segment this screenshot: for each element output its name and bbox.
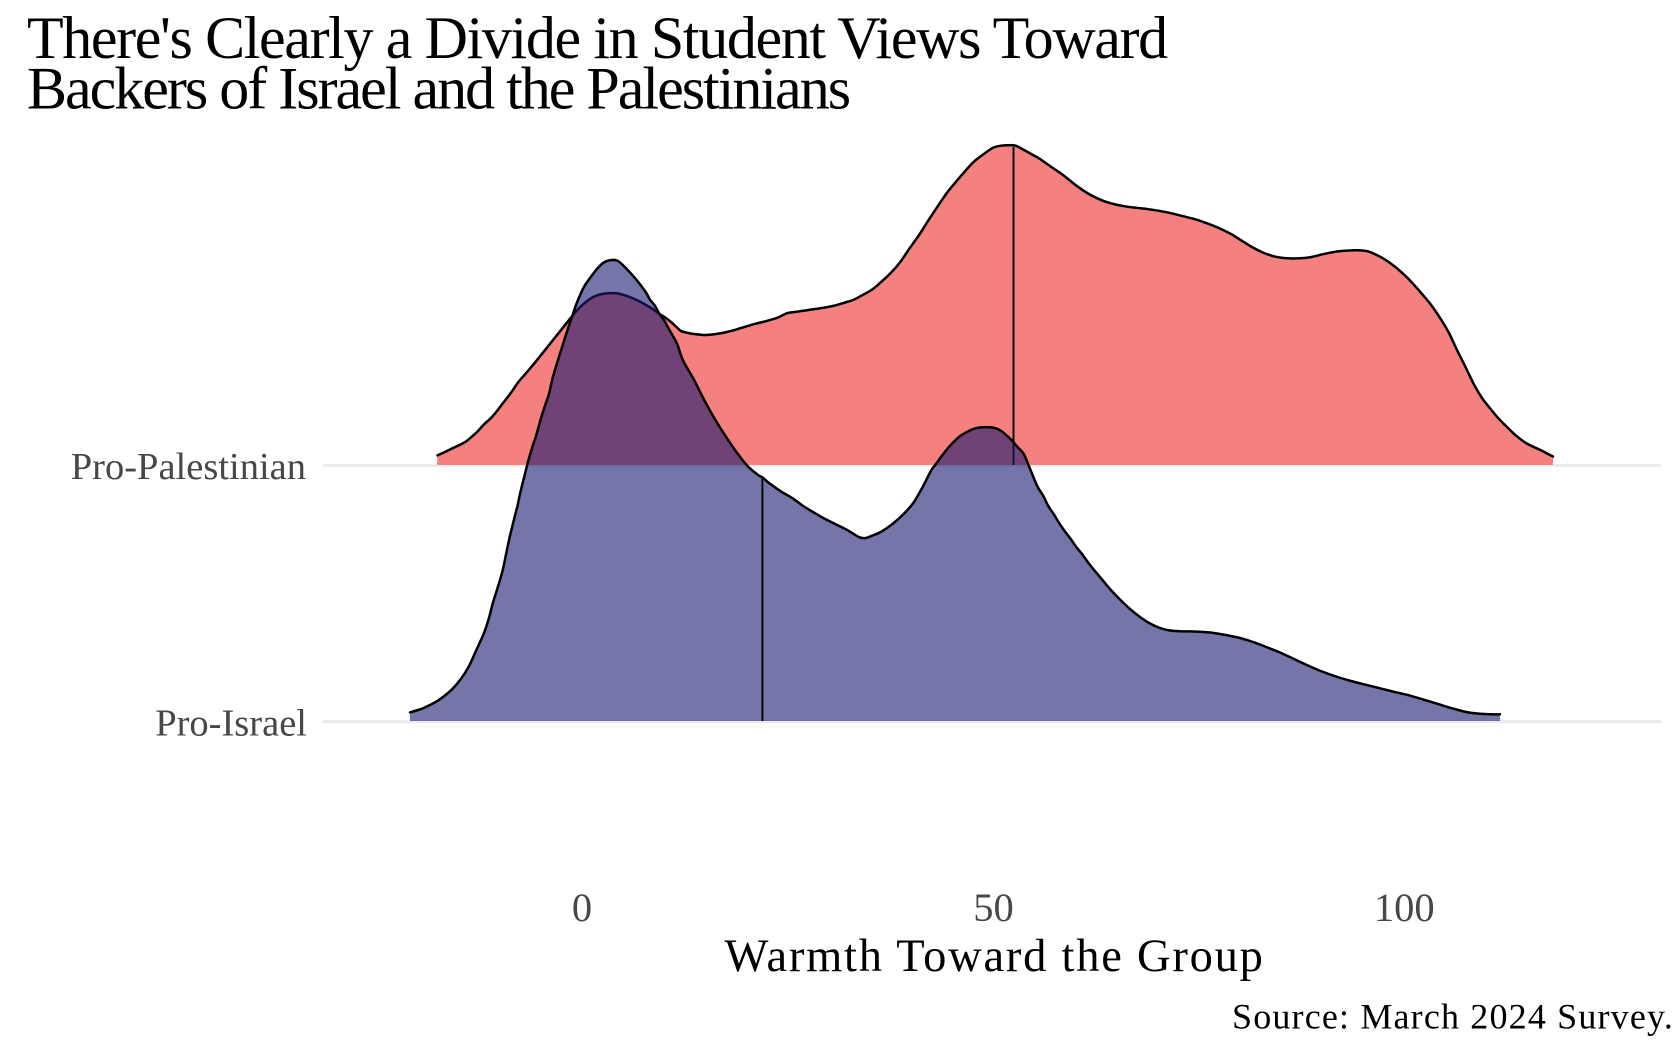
svg-text:100: 100 xyxy=(1374,885,1435,930)
svg-text:0: 0 xyxy=(572,885,592,930)
svg-text:Warmth Toward the Group: Warmth Toward the Group xyxy=(725,931,1265,982)
svg-text:There's Clearly a Divide in St: There's Clearly a Divide in Student View… xyxy=(27,5,1168,71)
svg-text:Backers of Israel and the Pale: Backers of Israel and the Palestinians xyxy=(27,55,850,121)
svg-text:Pro-Palestinian: Pro-Palestinian xyxy=(71,446,306,488)
svg-text:Source: March 2024 Survey.: Source: March 2024 Survey. xyxy=(1232,996,1674,1036)
svg-text:50: 50 xyxy=(973,885,1014,930)
svg-text:Pro-Israel: Pro-Israel xyxy=(155,703,307,745)
